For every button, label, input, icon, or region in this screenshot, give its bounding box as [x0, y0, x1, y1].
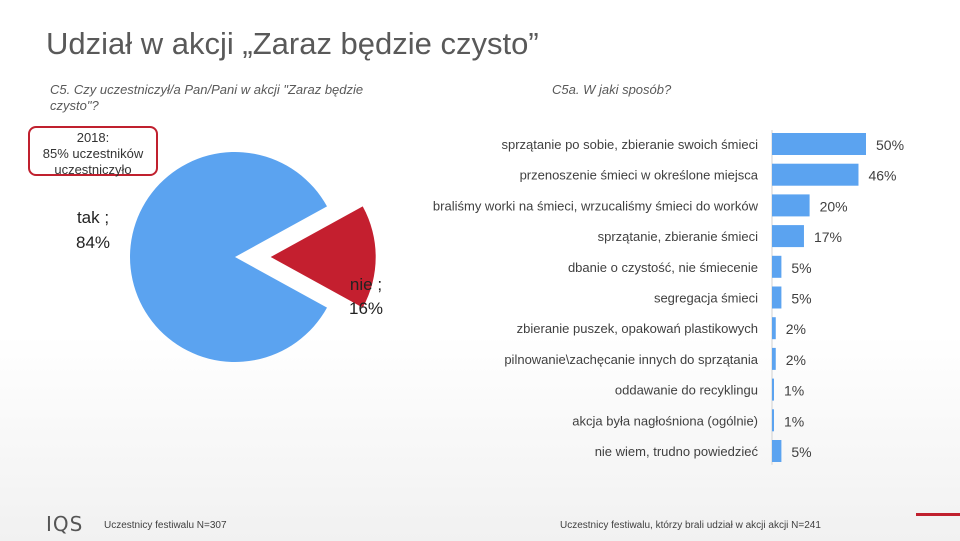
bar-value-label: 46% [868, 168, 896, 184]
note-line-2: 85% uczestników [42, 146, 144, 161]
bar-category-label: braliśmy worki na śmieci, wrzucaliśmy śm… [433, 198, 759, 213]
bar-0 [772, 133, 866, 155]
right-question: C5a. W jaki sposób? [552, 82, 672, 97]
footer-right-note: Uczestnicy festiwalu, którzy brali udzia… [560, 520, 821, 531]
accent-line [916, 513, 960, 516]
bar-category-label: zbieranie puszek, opakowań plastikowych [517, 321, 758, 336]
note-line-3: uczestniczyło [54, 162, 132, 177]
pie-slice-nie [270, 206, 376, 308]
iqs-logo: IQS [46, 512, 84, 536]
bar-category-label: sprzątanie, zbieranie śmieci [598, 229, 759, 244]
bar-category-label: pilnowanie\zachęcanie innych do sprzątan… [504, 352, 758, 367]
bar-8 [772, 378, 774, 401]
bar-category-label: sprzątanie po sobie, zbieranie swoich śm… [501, 137, 758, 152]
pie-value-tak: 84% [76, 233, 110, 252]
note-line-1: 2018: [76, 130, 110, 145]
pie-label-nie: nie ; [350, 275, 382, 294]
bar-value-label: 17% [814, 229, 842, 245]
bar-category-label: akcja była nagłośniona (ogólnie) [572, 413, 758, 428]
bar-9 [772, 409, 774, 432]
footer-left-note: Uczestnicy festiwalu N=307 [104, 520, 227, 531]
pie-label-tak: tak ; [77, 208, 109, 227]
note-2018: 2018: 85% uczestników uczestniczyło [28, 126, 158, 177]
bar-value-label: 1% [784, 383, 804, 399]
bar-category-label: segregacja śmieci [654, 291, 758, 306]
bar-5 [772, 286, 782, 309]
bar-2 [772, 194, 810, 217]
bar-value-label: 2% [786, 352, 806, 368]
bar-value-label: 20% [820, 198, 848, 214]
bar-value-label: 5% [791, 260, 811, 276]
bar-6 [772, 317, 776, 340]
bar-value-label: 5% [791, 291, 811, 307]
bar-7 [772, 347, 776, 370]
pie-chart: tak ; 84% nie ; 16% [76, 152, 383, 363]
bar-chart: sprzątanie po sobie, zbieranie swoich śm… [433, 130, 904, 465]
bar-4 [772, 255, 782, 278]
pie-slice-tak [130, 152, 328, 363]
bar-category-label: oddawanie do recyklingu [615, 383, 758, 398]
bar-value-label: 1% [784, 413, 804, 429]
bar-1 [772, 163, 859, 186]
bar-category-label: przenoszenie śmieci w określone miejsca [520, 168, 759, 183]
bar-3 [772, 225, 804, 248]
left-question: C5. Czy uczestniczył/a Pan/Pani w akcji … [50, 82, 364, 113]
bar-category-label: nie wiem, trudno powiedzieć [595, 444, 759, 459]
page-title: Udział w akcji „Zaraz będzie czysto” [46, 26, 539, 61]
bar-value-label: 50% [876, 137, 904, 153]
bar-value-label: 2% [786, 321, 806, 337]
bar-value-label: 5% [791, 444, 811, 460]
pie-value-nie: 16% [349, 299, 383, 318]
bar-10 [772, 440, 782, 462]
bar-category-label: dbanie o czystość, nie śmiecenie [568, 260, 758, 275]
